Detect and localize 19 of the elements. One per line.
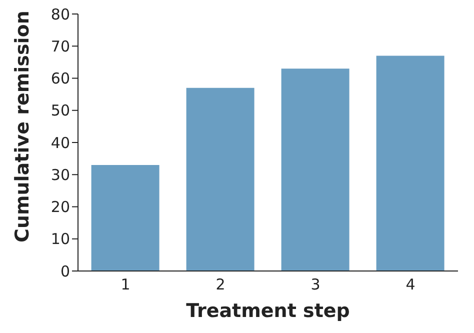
y-tick-label: 40: [50, 134, 70, 152]
x-tick-label: 4: [406, 276, 416, 294]
x-tick-label: 2: [216, 276, 226, 294]
y-tick-label: 80: [50, 5, 70, 24]
y-tick-label: 60: [50, 70, 70, 88]
y-axis-title: Cumulative remission: [12, 10, 34, 242]
x-tick-label: 3: [310, 276, 320, 294]
y-tick-label: 50: [50, 102, 70, 120]
bar: [281, 68, 350, 271]
bar: [376, 56, 444, 271]
x-tick-label: 1: [120, 276, 130, 294]
bar: [186, 88, 254, 271]
y-tick-label: 20: [50, 198, 70, 216]
y-tick-label: 70: [50, 37, 70, 56]
bar: [91, 164, 160, 271]
y-tick-label: 0: [60, 262, 70, 280]
x-axis-title: Treatment step: [186, 300, 350, 322]
y-tick-label: 10: [50, 230, 70, 248]
y-tick-label: 30: [50, 166, 70, 184]
